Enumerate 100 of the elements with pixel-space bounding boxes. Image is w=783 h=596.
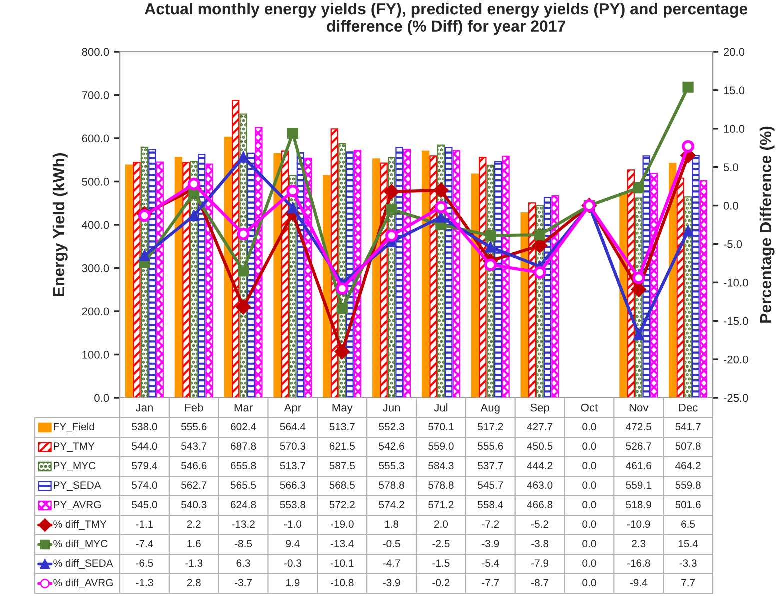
data-label: -5.2 xyxy=(532,520,548,528)
data-label: 0.0 xyxy=(582,540,596,548)
data-label: -0.5 xyxy=(383,540,400,548)
data-label: -13.2 xyxy=(232,520,255,528)
y-tick-label: 100.0 xyxy=(82,351,110,359)
data-label: 513.7 xyxy=(280,462,306,470)
y2-tick-label: 5.0 xyxy=(724,164,738,172)
data-label: 2.3 xyxy=(632,540,646,548)
data-label: 545.0 xyxy=(132,501,158,509)
data-label: -1.3 xyxy=(136,579,154,587)
data-label: 518.9 xyxy=(626,501,652,509)
data-label: 562.7 xyxy=(182,482,207,490)
data-label: -3.9 xyxy=(482,540,500,548)
y-tick-label: 200.0 xyxy=(82,308,110,316)
y-tick-label: 600.0 xyxy=(82,134,110,143)
data-label: -10.1 xyxy=(330,560,354,568)
data-label: 540.3 xyxy=(182,501,207,509)
data-label: 0.0 xyxy=(582,560,596,568)
y2-tick-label: -10.0 xyxy=(724,278,748,287)
data-label: 558.4 xyxy=(478,501,504,509)
x-tick-label: Apr xyxy=(284,404,302,414)
data-label: -1.3 xyxy=(186,560,203,568)
data-label: 559.0 xyxy=(428,442,454,450)
data-label: 559.8 xyxy=(676,482,701,490)
data-label: 1.6 xyxy=(188,540,201,548)
data-label: -9.4 xyxy=(630,579,648,587)
data-label: 570.1 xyxy=(428,423,454,431)
legend-label: % diff_TMY xyxy=(54,520,107,530)
x-tick-label: Dec xyxy=(679,404,698,412)
data-label: 2.2 xyxy=(187,520,201,528)
data-label: 7.7 xyxy=(682,579,696,586)
x-tick-label: Aug xyxy=(480,404,500,414)
data-label: 513.7 xyxy=(330,423,355,431)
chart-title: Actual monthly energy yields (FY), predicted energy yields (PY) and percentage difference (% Diff) for year 2017 xyxy=(144,2,748,36)
data-label: -1.1 xyxy=(136,520,154,528)
data-label: 427.7 xyxy=(527,423,553,430)
data-label: 526.7 xyxy=(626,442,652,450)
data-label: 444.2 xyxy=(527,462,553,470)
data-label: 542.6 xyxy=(379,442,404,450)
data-label: -5.4 xyxy=(482,560,500,568)
data-label: 0.0 xyxy=(582,482,596,490)
data-label: -4.7 xyxy=(383,560,400,567)
data-label: 9.4 xyxy=(286,540,300,548)
data-label: -3.9 xyxy=(383,579,400,587)
y2-tick-label: 15.0 xyxy=(724,86,745,95)
data-label: 1.8 xyxy=(385,520,399,528)
data-label: 566.3 xyxy=(280,482,306,490)
legend-label: % diff_AVRG xyxy=(54,578,113,589)
y-tick-label: 700.0 xyxy=(82,92,110,100)
data-label: 552.3 xyxy=(379,423,404,431)
data-label: 517.2 xyxy=(478,423,504,431)
data-label: 584.3 xyxy=(428,462,454,470)
data-label: -2.5 xyxy=(432,540,450,548)
y-tick-label: 0.0 xyxy=(94,394,110,402)
data-label: -7.9 xyxy=(532,560,549,568)
data-label: 574.0 xyxy=(132,482,158,490)
x-tick-label: Sep xyxy=(530,404,550,414)
x-tick-label: Mar xyxy=(234,404,253,412)
data-label: 461.6 xyxy=(626,462,652,470)
x-tick-label: Feb xyxy=(185,404,204,412)
y2-tick-label: -15.0 xyxy=(724,317,748,326)
data-label: 578.8 xyxy=(379,482,404,490)
data-label: 0.0 xyxy=(582,423,596,431)
data-label: -8.5 xyxy=(235,540,252,548)
data-label: -3.8 xyxy=(532,540,549,548)
data-label: -3.7 xyxy=(235,579,252,587)
data-label: -7.4 xyxy=(136,540,154,548)
y2-tick-label: -5.0 xyxy=(724,240,742,248)
data-label: 537.7 xyxy=(478,462,504,470)
data-label: 0.0 xyxy=(582,579,596,587)
legend-label: PY_TMY xyxy=(54,442,95,452)
data-label: 472.5 xyxy=(626,423,652,431)
data-label: 466.8 xyxy=(527,501,553,509)
data-label: -13.4 xyxy=(330,540,354,548)
data-label: 574.2 xyxy=(379,501,404,509)
data-label: 463.0 xyxy=(527,482,553,490)
y-tick-label: 500.0 xyxy=(82,178,110,186)
y2-tick-label: 0.0 xyxy=(724,202,738,210)
data-label: -16.8 xyxy=(627,560,650,568)
data-label: 501.6 xyxy=(676,501,701,509)
data-label: 543.7 xyxy=(182,442,207,450)
x-tick-label: Nov xyxy=(630,404,649,412)
data-label: 570.3 xyxy=(280,442,306,450)
data-label: 15.4 xyxy=(678,540,698,548)
data-label: 564.4 xyxy=(280,423,306,431)
y2-tick-label: -20.0 xyxy=(724,356,748,364)
data-label: 1.9 xyxy=(286,579,300,587)
data-label: 555.6 xyxy=(478,442,504,450)
data-label: -0.2 xyxy=(432,579,450,587)
data-label: 541.7 xyxy=(676,423,701,431)
data-label: 545.7 xyxy=(478,482,504,490)
data-label: 0.0 xyxy=(582,462,596,470)
data-label: -10.9 xyxy=(627,520,650,528)
y-tick-label: 300.0 xyxy=(82,264,110,272)
data-label: 621.5 xyxy=(330,442,355,450)
data-label: -6.5 xyxy=(136,560,154,568)
data-label: 6.3 xyxy=(236,560,250,568)
y-tick-label: 800.0 xyxy=(82,48,110,56)
y2-tick-label: -25.0 xyxy=(724,394,748,402)
data-label: 0.0 xyxy=(582,520,596,528)
